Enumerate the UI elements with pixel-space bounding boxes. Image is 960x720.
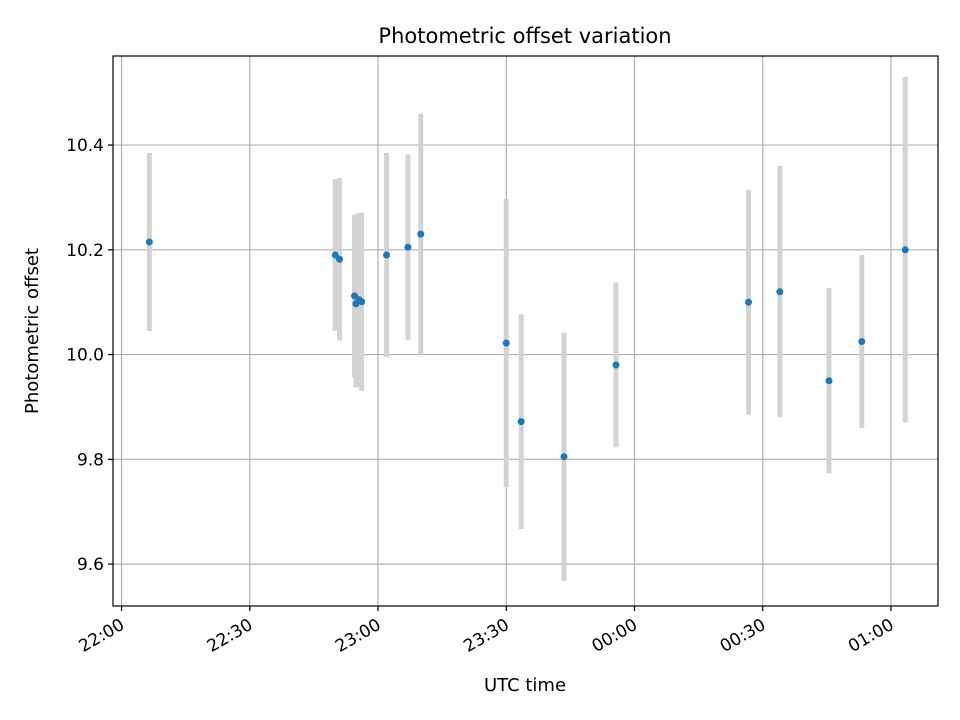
y-tick-label: 9.8 — [77, 450, 104, 470]
data-point — [358, 298, 366, 306]
data-point — [901, 246, 909, 254]
data-points — [145, 230, 909, 461]
y-axis-label: Photometric offset — [22, 248, 43, 414]
y-tick-label: 10.2 — [66, 241, 104, 261]
data-point — [404, 243, 412, 251]
data-point — [560, 453, 568, 461]
y-tick-label: 9.6 — [77, 555, 104, 575]
data-point — [383, 251, 391, 259]
data-point — [825, 377, 833, 385]
data-point — [858, 337, 866, 345]
y-tick-label: 10.4 — [66, 136, 104, 156]
y-tick-label: 10.0 — [66, 346, 104, 366]
data-point — [331, 251, 339, 259]
grid-lines — [113, 56, 938, 606]
data-point — [336, 255, 344, 263]
data-point — [612, 361, 620, 369]
x-axis-label: UTC time — [484, 675, 566, 696]
data-point — [517, 418, 525, 426]
data-point — [145, 238, 153, 246]
data-point — [417, 230, 425, 238]
data-point — [744, 298, 752, 306]
chart-title: Photometric offset variation — [378, 24, 671, 48]
data-point — [502, 339, 510, 347]
data-point — [776, 288, 784, 296]
plot-area-frame — [112, 55, 939, 607]
